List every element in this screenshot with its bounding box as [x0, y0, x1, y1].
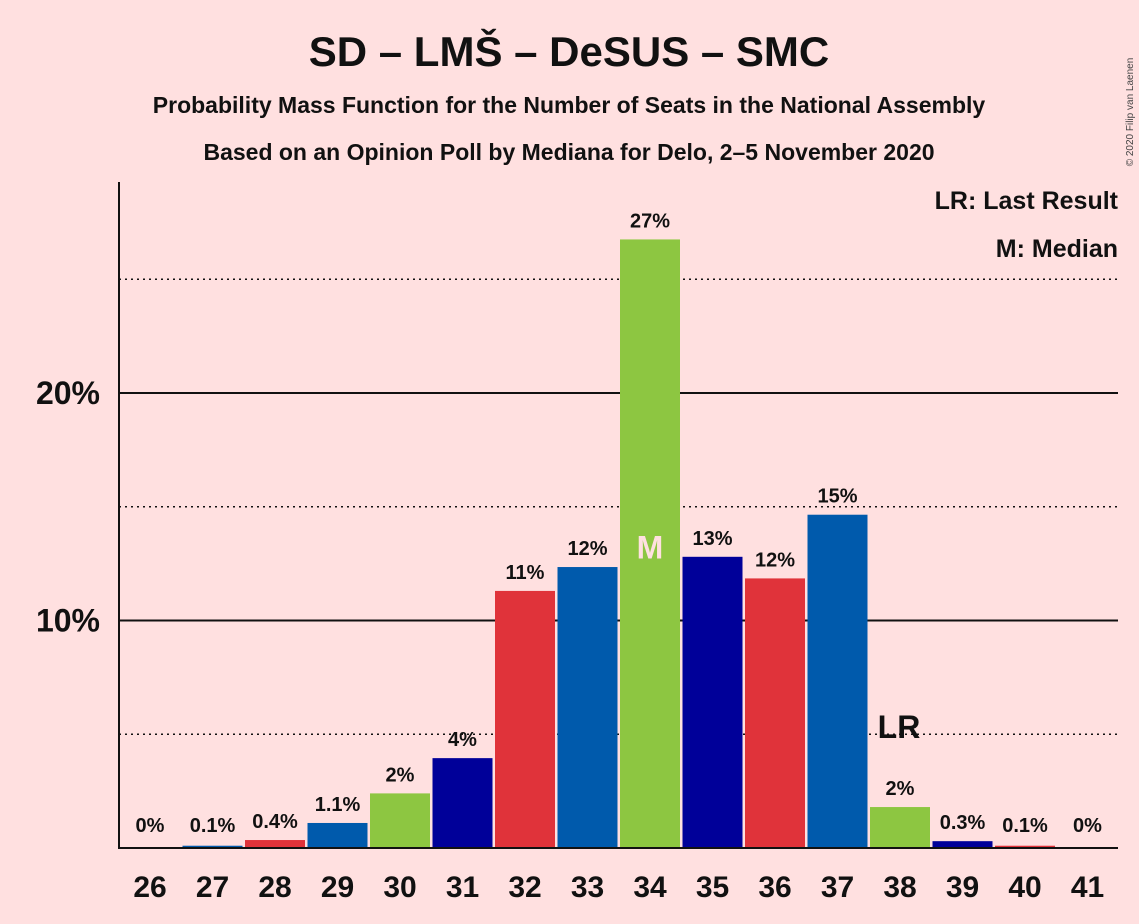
- bar: [620, 239, 680, 848]
- markers: M LR: [637, 529, 921, 745]
- data-label: 0%: [1073, 815, 1102, 837]
- bar: [432, 758, 493, 848]
- data-labels: 0% 0.1% 0.4% 1.1% 2% 4% 11% 12% 27% 13% 12% 15% 2% 0.…: [136, 210, 1103, 837]
- data-label: 0.1%: [1002, 815, 1048, 837]
- x-tick-label: 29: [321, 871, 354, 904]
- x-tick-label: 34: [633, 871, 667, 904]
- bar: [245, 840, 305, 848]
- chart-subtitle-1: Probability Mass Function for the Number…: [153, 92, 986, 118]
- last-result-marker: LR: [878, 709, 921, 745]
- bar: [557, 567, 618, 848]
- x-tick-label: 41: [1071, 871, 1104, 904]
- data-label: 15%: [817, 486, 857, 508]
- data-label: 0%: [136, 815, 165, 837]
- bar: [682, 556, 743, 848]
- x-tick-labels: 26 27 28 29 30 31 32 33 34 35 36 37 38 39 40 41: [133, 871, 1104, 904]
- data-label: 11%: [506, 562, 545, 584]
- data-label: 12%: [755, 549, 795, 571]
- gridlines: [119, 278, 1118, 735]
- bar: [870, 807, 930, 848]
- bar: [370, 793, 430, 848]
- bar: [745, 578, 805, 848]
- chart-title: SD – LMŠ – DeSUS – SMC: [309, 27, 829, 75]
- data-label: 0.1%: [190, 815, 236, 837]
- chart-subtitle-2: Based on an Opinion Poll by Mediana for …: [203, 139, 934, 165]
- bar: [995, 845, 1055, 848]
- bar: [307, 822, 368, 848]
- bars: [182, 239, 1055, 848]
- data-label: 2%: [386, 764, 415, 786]
- x-tick-label: 33: [571, 871, 604, 904]
- x-tick-label: 27: [196, 871, 229, 904]
- x-tick-label: 37: [821, 871, 854, 904]
- legend-last-result: LR: Last Result: [935, 187, 1119, 215]
- data-label: 13%: [692, 528, 732, 550]
- x-tick-label: 26: [133, 871, 166, 904]
- data-label: 0.4%: [252, 811, 298, 833]
- data-label: 1.1%: [315, 794, 361, 816]
- x-tick-label: 39: [946, 871, 979, 904]
- y-tick-label: 10%: [36, 603, 100, 639]
- copyright-note: © 2020 Filip van Laenen: [1125, 58, 1136, 167]
- x-tick-label: 28: [258, 871, 291, 904]
- y-tick-labels: 10% 20%: [36, 375, 100, 639]
- x-tick-label: 31: [446, 871, 479, 904]
- x-tick-label: 38: [883, 871, 916, 904]
- x-tick-label: 32: [508, 871, 541, 904]
- bar: [932, 841, 993, 848]
- bar: [807, 514, 868, 848]
- legend-median: M: Median: [996, 235, 1118, 263]
- x-tick-label: 35: [696, 871, 729, 904]
- data-label: 4%: [448, 729, 477, 751]
- data-label: 27%: [630, 210, 670, 232]
- median-marker: M: [637, 529, 664, 565]
- bar: [495, 590, 555, 848]
- y-tick-label: 20%: [36, 375, 100, 411]
- x-tick-label: 40: [1008, 871, 1041, 904]
- data-label: 0.3%: [940, 812, 986, 834]
- x-tick-label: 30: [383, 871, 416, 904]
- x-tick-label: 36: [758, 871, 791, 904]
- data-label: 2%: [886, 778, 915, 800]
- data-label: 12%: [567, 538, 607, 560]
- bar: [182, 845, 243, 848]
